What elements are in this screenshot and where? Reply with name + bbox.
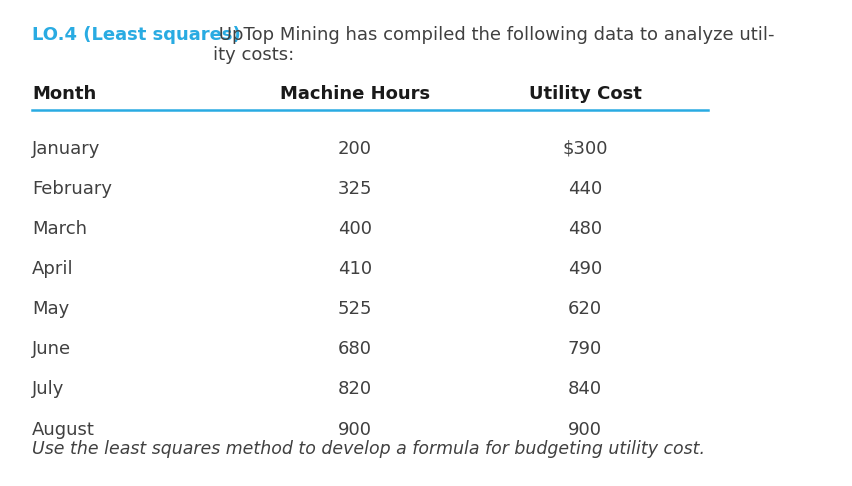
Text: $300: $300 <box>561 140 607 158</box>
Text: August: August <box>32 420 95 438</box>
Text: Utility Cost: Utility Cost <box>528 85 641 103</box>
Text: 900: 900 <box>337 420 371 438</box>
Text: 480: 480 <box>567 220 602 238</box>
Text: 680: 680 <box>337 340 371 358</box>
Text: 325: 325 <box>337 180 371 198</box>
Text: May: May <box>32 300 69 318</box>
Text: 410: 410 <box>337 260 371 278</box>
Text: 490: 490 <box>567 260 602 278</box>
Text: June: June <box>32 340 72 358</box>
Text: Use the least squares method to develop a formula for budgeting utility cost.: Use the least squares method to develop … <box>32 440 705 458</box>
Text: 525: 525 <box>337 300 371 318</box>
Text: Machine Hours: Machine Hours <box>279 85 429 103</box>
Text: 440: 440 <box>567 180 602 198</box>
Text: 790: 790 <box>567 340 602 358</box>
Text: April: April <box>32 260 73 278</box>
Text: 900: 900 <box>567 420 602 438</box>
Text: July: July <box>32 381 65 399</box>
Text: LO.4 (Least squares): LO.4 (Least squares) <box>32 26 240 44</box>
Text: 400: 400 <box>337 220 371 238</box>
Text: 840: 840 <box>567 381 602 399</box>
Text: 620: 620 <box>567 300 602 318</box>
Text: March: March <box>32 220 87 238</box>
Text: February: February <box>32 180 112 198</box>
Text: January: January <box>32 140 101 158</box>
Text: Month: Month <box>32 85 96 103</box>
Text: 820: 820 <box>337 381 371 399</box>
Text: 200: 200 <box>337 140 371 158</box>
Text: UpTop Mining has compiled the following data to analyze util-
ity costs:: UpTop Mining has compiled the following … <box>212 26 773 64</box>
